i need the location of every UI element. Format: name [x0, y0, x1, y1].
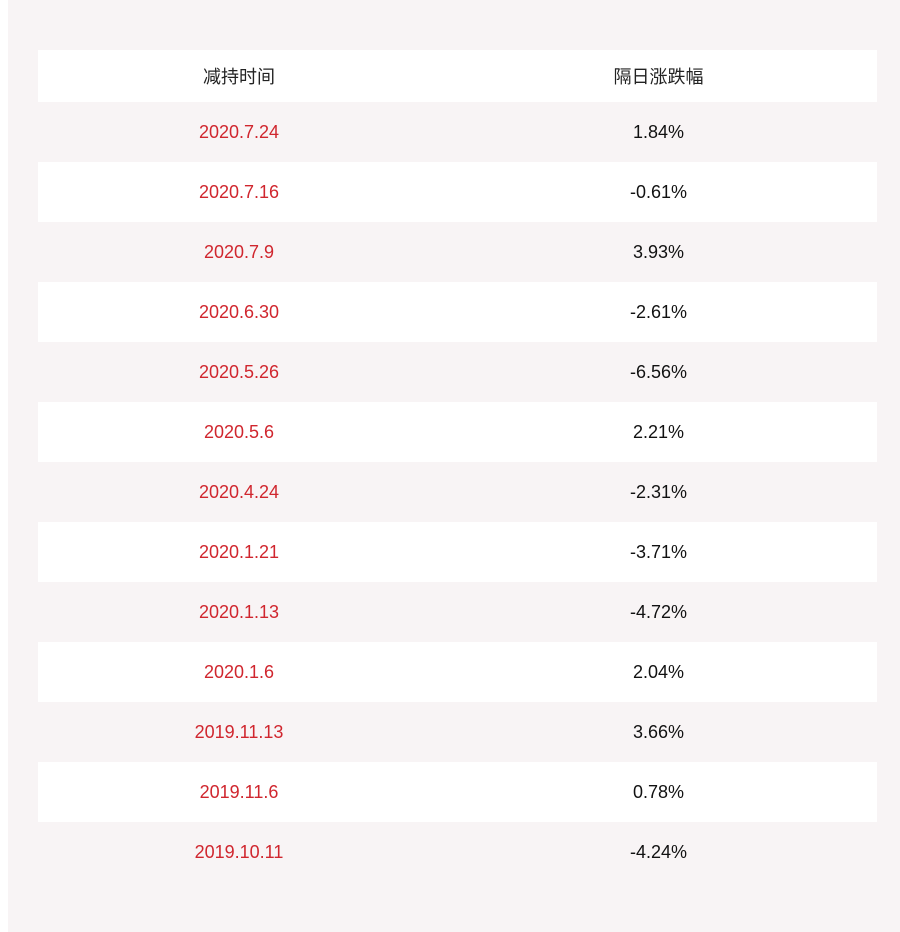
next-day-change-cell: -2.31% — [629, 481, 688, 502]
next-day-change-cell: -6.56% — [629, 361, 688, 382]
next-day-change-cell: 1.84% — [632, 121, 685, 142]
table-row: 2019.10.11 -4.24% — [38, 822, 877, 882]
reduction-date-cell: 2019.11.13 — [194, 721, 284, 742]
reduction-date-cell: 2020.1.6 — [203, 661, 275, 682]
table-row: 2019.11.6 0.78% — [38, 762, 877, 822]
table-row: 2020.4.24 -2.31% — [38, 462, 877, 522]
reduction-date-cell: 2020.5.26 — [198, 361, 280, 382]
next-day-change-cell: 2.04% — [632, 661, 685, 682]
table-row: 2020.7.24 1.84% — [38, 102, 877, 162]
table-row: 2020.1.13 -4.72% — [38, 582, 877, 642]
reduction-date-cell: 2020.1.21 — [198, 541, 280, 562]
table-body: 2020.7.24 1.84% 2020.7.16 -0.61% 2020.7.9 3.9… — [38, 102, 877, 882]
reduction-date-cell: 2020.7.24 — [198, 121, 280, 142]
table-row: 2019.11.13 3.66% — [38, 702, 877, 762]
table-row: 2020.6.30 -2.61% — [38, 282, 877, 342]
next-day-change-cell: 3.93% — [632, 241, 685, 262]
header-next-day-change: 隔日涨跌幅 — [613, 67, 704, 88]
next-day-change-cell: -2.61% — [629, 301, 688, 322]
table-row: 2020.7.9 3.93% — [38, 222, 877, 282]
reduction-date-cell: 2020.1.13 — [198, 601, 280, 622]
next-day-change-cell: -4.72% — [629, 601, 688, 622]
next-day-change-cell: -4.24% — [629, 841, 688, 862]
header-reduction-time: 减持时间 — [203, 67, 275, 88]
table-row: 2020.5.6 2.21% — [38, 402, 877, 462]
reduction-date-cell: 2020.7.9 — [203, 241, 275, 262]
table-row: 2020.5.26 -6.56% — [38, 342, 877, 402]
reduction-date-cell: 2020.7.16 — [198, 181, 280, 202]
next-day-change-cell: -0.61% — [629, 181, 688, 202]
next-day-change-cell: 0.78% — [632, 781, 685, 802]
table-row: 2020.1.6 2.04% — [38, 642, 877, 702]
reduction-date-cell: 2020.4.24 — [198, 481, 280, 502]
reduction-date-cell: 2020.6.30 — [198, 301, 280, 322]
table-row: 2020.1.21 -3.71% — [38, 522, 877, 582]
next-day-change-cell: 2.21% — [632, 421, 685, 442]
reduction-table: 减持时间 隔日涨跌幅 2020.7.24 1.84% 2020.7.16 -0.61%… — [38, 50, 877, 882]
table-panel: 减持时间 隔日涨跌幅 2020.7.24 1.84% 2020.7.16 -0.61%… — [8, 0, 900, 932]
next-day-change-cell: 3.66% — [632, 721, 685, 742]
reduction-date-cell: 2020.5.6 — [203, 421, 275, 442]
table-header-row: 减持时间 隔日涨跌幅 — [38, 50, 877, 102]
table-row: 2020.7.16 -0.61% — [38, 162, 877, 222]
reduction-date-cell: 2019.10.11 — [194, 841, 284, 862]
next-day-change-cell: -3.71% — [629, 541, 688, 562]
reduction-date-cell: 2019.11.6 — [199, 781, 279, 802]
